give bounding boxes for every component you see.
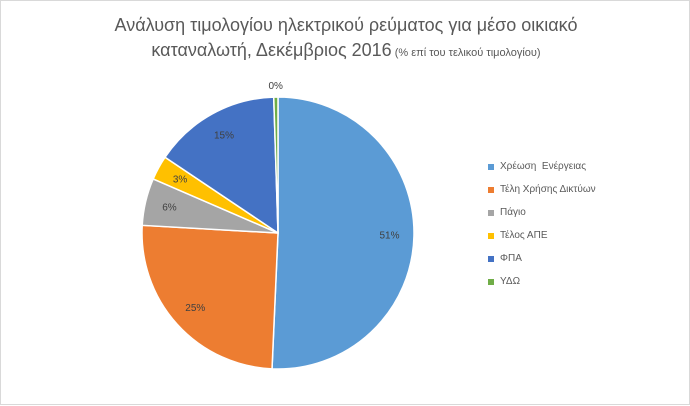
data-label: 15% (214, 130, 234, 141)
data-label: 3% (173, 175, 188, 186)
data-label: 25% (185, 303, 205, 314)
legend-item: Χρέωση Ενέργειας (488, 155, 678, 178)
legend-item: Τέλος ΑΠΕ (488, 224, 678, 247)
chart-title-line2-wrap: καταναλωτή, Δεκέμβριος 2016 (% επί του τ… (1, 38, 690, 66)
legend-label: ΥΔΩ (500, 276, 521, 287)
pie-slice (163, 96, 279, 235)
data-label: 6% (162, 202, 177, 213)
legend-swatch (488, 209, 494, 216)
legend-item: Πάγιο (488, 201, 678, 224)
chart-title-suffix: (% επί του τελικού τιμολογίου) (391, 47, 541, 59)
chart-title-line1: Ανάλυση τιμολογίου ηλεκτρικού ρεύματος γ… (114, 15, 578, 35)
legend-swatch (488, 255, 494, 262)
legend-item: Τέλη Χρήσης Δικτύων (488, 178, 678, 201)
legend-label: Τέλη Χρήσης Δικτύων (500, 184, 596, 195)
chart-title: Ανάλυση τιμολογίου ηλεκτρικού ρεύματος γ… (1, 13, 690, 66)
legend-label: Πάγιο (500, 207, 526, 218)
chart-title-line2: καταναλωτή, Δεκέμβριος 2016 (151, 40, 392, 60)
legend-swatch (488, 232, 494, 239)
legend-label: Χρέωση Ενέργειας (500, 161, 587, 172)
legend-swatch (488, 163, 494, 170)
pie-slice (271, 96, 415, 370)
data-label: 51% (379, 230, 399, 241)
pie-slice (272, 96, 279, 234)
legend-item: ΦΠΑ (488, 247, 678, 270)
legend-swatch (488, 186, 494, 193)
legend-item: ΥΔΩ (488, 270, 678, 293)
pie-slice (141, 224, 279, 370)
legend-swatch (488, 278, 494, 285)
chart-legend: Χρέωση Ενέργειας Τέλη Χρήσης Δικτύων Πάγιο… (488, 155, 678, 293)
legend-label: Τέλος ΑΠΕ (500, 230, 548, 241)
legend-label: ΦΠΑ (500, 253, 522, 264)
data-label: 0% (268, 81, 283, 92)
